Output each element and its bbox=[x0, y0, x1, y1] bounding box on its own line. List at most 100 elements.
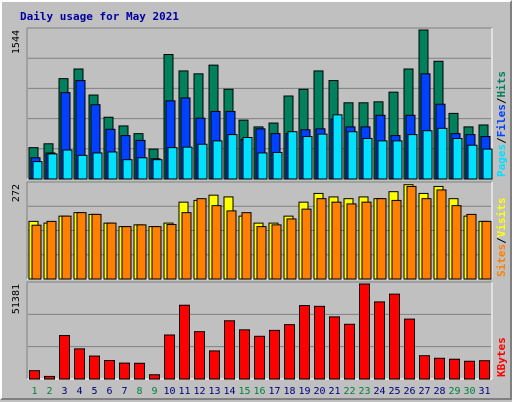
kbytes-bar bbox=[389, 293, 400, 380]
sites-bar bbox=[451, 205, 462, 280]
pages-bar bbox=[257, 152, 268, 180]
sites-bar bbox=[136, 224, 147, 280]
sites-bar bbox=[61, 215, 72, 280]
kbytes-bar bbox=[44, 375, 55, 380]
sites-bar bbox=[271, 224, 282, 280]
legend-visits: Visits bbox=[495, 198, 508, 238]
kbytes-bar bbox=[344, 323, 355, 380]
day-label: 25 bbox=[388, 386, 400, 397]
visits-sites-panel: 272 bbox=[11, 181, 493, 280]
kbytes-bar bbox=[464, 360, 475, 380]
pages-bar bbox=[452, 137, 463, 180]
day-label: 17 bbox=[268, 386, 280, 397]
pages-bar bbox=[482, 148, 493, 180]
pages-bar bbox=[272, 151, 283, 180]
chart-title: Daily usage for May 2021 bbox=[20, 10, 179, 23]
pages-bar bbox=[317, 133, 328, 180]
sites-bar bbox=[181, 212, 192, 280]
kbytes-bar bbox=[149, 374, 160, 380]
sites-bar bbox=[76, 212, 87, 280]
kbytes-bar bbox=[239, 329, 250, 380]
pages-bar bbox=[32, 161, 43, 180]
kbytes-bar bbox=[119, 362, 130, 380]
pages-bar bbox=[122, 159, 133, 180]
day-label: 11 bbox=[178, 386, 190, 397]
pages-bar bbox=[422, 130, 433, 180]
pages-bar bbox=[197, 143, 208, 180]
pages-bar bbox=[167, 147, 178, 180]
kbytes-bar bbox=[299, 305, 310, 380]
day-label: 15 bbox=[238, 386, 250, 397]
sites-bar bbox=[421, 198, 432, 280]
day-label: 4 bbox=[76, 386, 82, 397]
pages-bar bbox=[407, 134, 418, 180]
day-label: 31 bbox=[478, 386, 490, 397]
day-label: 6 bbox=[106, 386, 112, 397]
kbytes-bar bbox=[449, 358, 460, 380]
pages-bar bbox=[332, 114, 343, 180]
day-label: 8 bbox=[136, 386, 142, 397]
y-max-label: 272 bbox=[11, 184, 22, 202]
day-label: 5 bbox=[91, 386, 97, 397]
pages-bar bbox=[437, 127, 448, 180]
sites-bar bbox=[196, 198, 207, 280]
kbytes-bar bbox=[359, 283, 370, 380]
pages-bar bbox=[62, 149, 73, 180]
kbytes-bar bbox=[104, 360, 115, 380]
day-axis-labels: 1 2 3 4 5 6 7 8 9 10 11 12 13 14 15 16 17 18 19 20 21 22 23 24 2… bbox=[31, 386, 490, 397]
day-label: 3 bbox=[61, 386, 67, 397]
sites-bar bbox=[151, 226, 162, 280]
sites-bar bbox=[346, 203, 357, 280]
sites-bar bbox=[316, 198, 327, 280]
day-label: 1 bbox=[31, 386, 37, 397]
kbytes-bar bbox=[164, 334, 175, 380]
day-label: 7 bbox=[121, 386, 127, 397]
day-label: 28 bbox=[433, 386, 445, 397]
day-label: 21 bbox=[328, 386, 340, 397]
pages-bar bbox=[182, 146, 193, 180]
pages-bar bbox=[47, 153, 58, 180]
sites-bar bbox=[31, 224, 42, 280]
kbytes-bar bbox=[224, 320, 235, 380]
kbytes-bar bbox=[74, 348, 85, 380]
sites-bar bbox=[106, 222, 117, 280]
pages-bar bbox=[377, 140, 388, 180]
legend-pages: Pages bbox=[495, 144, 508, 177]
sites-bar bbox=[166, 224, 177, 280]
pages-bar bbox=[467, 144, 478, 180]
kbytes-bar bbox=[404, 318, 415, 380]
pages-bar bbox=[137, 157, 148, 180]
kbytes-panel: 51381 bbox=[11, 281, 493, 380]
day-label: 18 bbox=[283, 386, 295, 397]
day-label: 13 bbox=[208, 386, 220, 397]
sites-bar bbox=[466, 213, 477, 280]
kbytes-bar bbox=[434, 357, 445, 380]
sites-bar bbox=[436, 189, 447, 280]
pages-bar bbox=[107, 151, 118, 180]
kbytes-bar bbox=[89, 355, 100, 380]
sites-bar bbox=[301, 208, 312, 280]
sites-bar bbox=[331, 201, 342, 280]
kbytes-bar bbox=[419, 355, 430, 380]
sites-bar bbox=[406, 185, 417, 280]
y-max-label: 51381 bbox=[11, 284, 22, 314]
day-label: 22 bbox=[343, 386, 355, 397]
sites-bar bbox=[241, 212, 252, 280]
legend-separator: / bbox=[495, 97, 508, 104]
legend-separator: / bbox=[495, 237, 508, 244]
kbytes-bar bbox=[59, 335, 70, 380]
sites-bar bbox=[46, 220, 57, 280]
day-label: 19 bbox=[298, 386, 310, 397]
day-label: 30 bbox=[463, 386, 475, 397]
sites-bar bbox=[286, 218, 297, 280]
kbytes-bar bbox=[479, 360, 490, 380]
day-label: 29 bbox=[448, 386, 460, 397]
day-label: 10 bbox=[163, 386, 175, 397]
sites-bar bbox=[361, 201, 372, 280]
pages-bar bbox=[212, 140, 223, 180]
legend-files: Files bbox=[495, 104, 508, 137]
kbytes-bar bbox=[29, 370, 40, 380]
pages-bar bbox=[92, 152, 103, 180]
kbytes-bar bbox=[284, 324, 295, 380]
legend-kbytes: KBytes bbox=[495, 337, 508, 377]
